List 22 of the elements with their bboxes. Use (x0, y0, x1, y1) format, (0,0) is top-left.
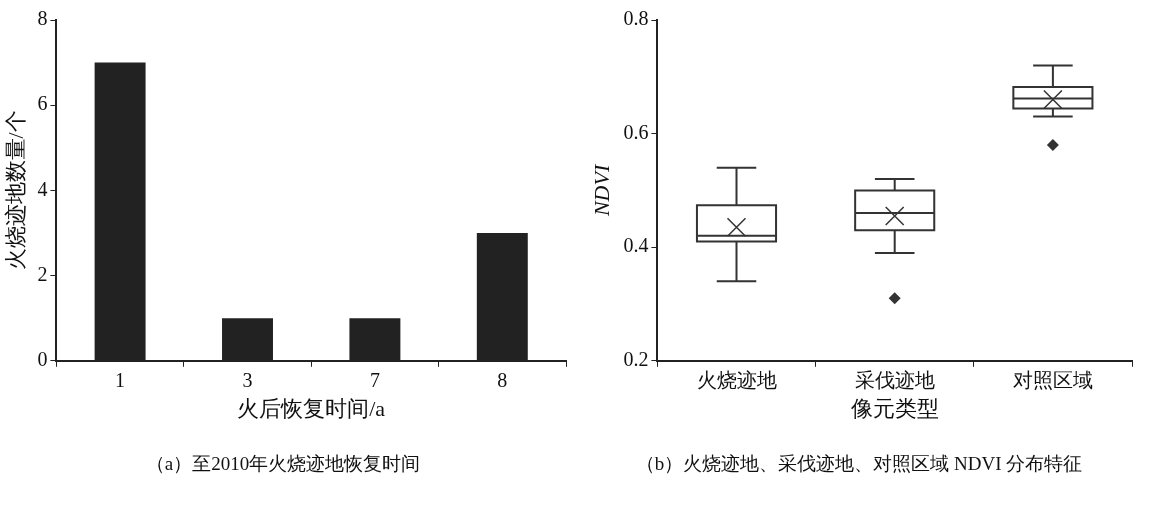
x-tick-label: 对照区域 (1012, 369, 1093, 392)
x-tick-label: 7 (369, 369, 380, 392)
y-tick-label: 0.4 (623, 234, 649, 257)
y-tick-label: 6 (37, 92, 48, 115)
text: （a）至2010年火烧迹地恢复时间 (145, 452, 421, 474)
y-tick-label: 0.6 (623, 120, 649, 143)
x-axis-title: 火后恢复时间/a (237, 395, 386, 421)
x-tick-label: 采伐迹地 (854, 369, 935, 392)
x-tick-label: 8 (497, 369, 508, 392)
y-axis-title: 火烧迹地数量/个 (2, 110, 28, 271)
x-tick-label: 3 (242, 369, 253, 392)
x-tick-label: 火烧迹地 (696, 369, 777, 392)
y-axis-title: NDVI (588, 163, 614, 218)
y-tick-label: 0 (37, 348, 48, 371)
y-tick-label: 4 (37, 177, 48, 200)
x-tick-label: 1 (115, 369, 126, 392)
y-tick-label: 0.2 (623, 348, 649, 371)
text: （b）火烧迹地、采伐迹地、对照区域 NDVI 分布特征 (635, 452, 1083, 474)
y-tick-label: 0.8 (623, 7, 649, 30)
x-axis-title: 像元类型 (850, 395, 939, 421)
y-tick-label: 2 (37, 262, 48, 285)
y-tick-label: 8 (37, 7, 48, 30)
